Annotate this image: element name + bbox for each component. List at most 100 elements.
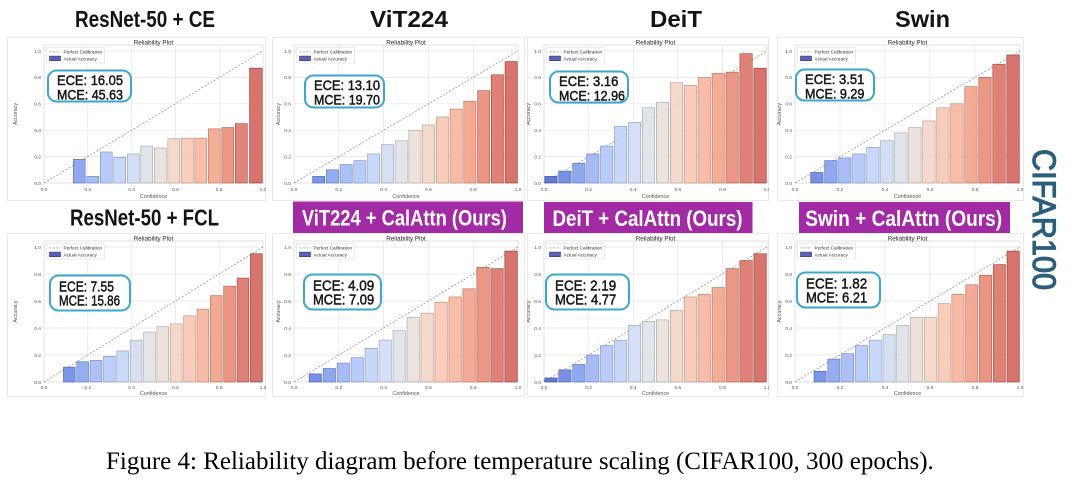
svg-text:Confidence: Confidence [392,194,419,200]
svg-text:Reliability Plot: Reliability Plot [888,235,928,242]
svg-text:0.4: 0.4 [534,325,541,331]
svg-text:0.6: 0.6 [425,187,432,193]
svg-text:0.6: 0.6 [172,187,179,193]
svg-text:0.4: 0.4 [34,325,41,331]
svg-text:0.0: 0.0 [41,385,48,391]
svg-text:0.4: 0.4 [128,187,135,193]
svg-text:MCE: 15.86: MCE: 15.86 [59,293,120,309]
svg-text:0.4: 0.4 [630,385,637,391]
svg-text:1.0: 1.0 [284,48,291,54]
svg-text:0.2: 0.2 [284,154,291,160]
svg-text:0.8: 0.8 [972,385,979,391]
svg-text:0.8: 0.8 [719,385,726,391]
svg-text:1.0: 1.0 [260,385,266,391]
svg-text:1.0: 1.0 [764,187,769,193]
svg-text:Perfect Calibration: Perfect Calibration [64,245,103,250]
svg-text:1.0: 1.0 [515,187,522,193]
svg-text:0.6: 0.6 [674,187,681,193]
svg-text:Perfect Calibration: Perfect Calibration [815,245,854,250]
svg-text:1.0: 1.0 [534,48,541,54]
svg-text:Confidence: Confidence [140,194,167,200]
svg-text:0.8: 0.8 [470,187,477,193]
svg-text:Accuracy: Accuracy [527,300,532,322]
svg-text:ECE: 16.05: ECE: 16.05 [57,72,123,88]
svg-text:0.6: 0.6 [425,385,432,391]
svg-text:Accuracy: Accuracy [13,300,19,322]
svg-text:0.8: 0.8 [470,385,477,391]
svg-text:0.0: 0.0 [785,379,792,385]
svg-text:0.2: 0.2 [84,187,91,193]
svg-text:Actual Accuracy: Actual Accuracy [64,56,98,61]
svg-text:1.0: 1.0 [284,244,291,250]
svg-text:Perfect Calibration: Perfect Calibration [564,49,603,54]
svg-text:0.6: 0.6 [284,298,291,304]
svg-text:0.4: 0.4 [785,128,792,134]
svg-text:0.8: 0.8 [534,75,541,81]
svg-text:Accuracy: Accuracy [276,300,282,322]
svg-text:1.0: 1.0 [764,385,769,391]
svg-text:ResNet-50 + CE: ResNet-50 + CE [75,6,215,32]
svg-text:Actual Accuracy: Actual Accuracy [564,252,598,257]
svg-text:0.2: 0.2 [585,385,592,391]
svg-text:0.4: 0.4 [128,385,135,391]
svg-text:0.0: 0.0 [534,180,541,186]
svg-text:Reliability Plot: Reliability Plot [636,235,676,242]
svg-text:0.6: 0.6 [785,298,792,304]
svg-text:0.6: 0.6 [927,187,934,193]
svg-text:0.8: 0.8 [284,75,291,81]
svg-text:0.8: 0.8 [34,75,41,81]
svg-text:0.2: 0.2 [534,154,541,160]
svg-text:1.0: 1.0 [1017,187,1024,193]
svg-text:0.8: 0.8 [34,271,41,277]
svg-text:Actual Accuracy: Actual Accuracy [564,56,598,61]
svg-text:Confidence: Confidence [642,391,669,397]
svg-text:0.0: 0.0 [541,385,548,391]
svg-text:Perfect Calibration: Perfect Calibration [314,245,353,250]
svg-text:0.4: 0.4 [380,385,387,391]
svg-text:Confidence: Confidence [140,391,167,397]
svg-text:0.0: 0.0 [291,187,298,193]
svg-text:0.2: 0.2 [837,385,844,391]
svg-text:0.2: 0.2 [335,385,342,391]
svg-text:0.4: 0.4 [534,128,541,134]
svg-text:ECE: 4.09: ECE: 4.09 [313,278,374,294]
svg-text:0.6: 0.6 [674,385,681,391]
svg-text:0.6: 0.6 [284,101,291,107]
svg-text:0.0: 0.0 [41,187,48,193]
svg-text:0.8: 0.8 [216,385,223,391]
svg-text:0.2: 0.2 [335,187,342,193]
svg-text:ECE: 2.19: ECE: 2.19 [555,278,616,294]
svg-text:MCE: 4.77: MCE: 4.77 [555,292,616,308]
svg-text:MCE: 19.70: MCE: 19.70 [314,91,380,107]
svg-text:ECE: 1.82: ECE: 1.82 [806,276,867,292]
svg-text:Actual Accuracy: Actual Accuracy [815,56,849,61]
svg-text:1.0: 1.0 [1017,385,1024,391]
svg-text:1.0: 1.0 [785,244,792,250]
svg-text:Reliability Plot: Reliability Plot [386,39,426,46]
svg-text:0.0: 0.0 [785,180,792,186]
svg-text:Perfect Calibration: Perfect Calibration [815,49,854,54]
svg-text:0.6: 0.6 [34,298,41,304]
svg-text:Reliability Plot: Reliability Plot [134,39,174,46]
svg-text:0.8: 0.8 [284,271,291,277]
svg-text:1.0: 1.0 [260,187,266,193]
svg-text:0.6: 0.6 [534,298,541,304]
svg-text:ViT224 + CalAttn (Ours): ViT224 + CalAttn (Ours) [302,206,507,231]
svg-text:0.4: 0.4 [380,187,387,193]
svg-text:Perfect Calibration: Perfect Calibration [64,49,103,54]
svg-text:0.4: 0.4 [882,385,889,391]
svg-text:Confidence: Confidence [894,194,921,200]
svg-text:MCE: 45.63: MCE: 45.63 [57,86,123,102]
svg-text:Swin + CalAttn (Ours): Swin + CalAttn (Ours) [805,206,1002,231]
svg-text:0.2: 0.2 [34,352,41,358]
svg-text:0.0: 0.0 [34,379,41,385]
svg-text:Reliability Plot: Reliability Plot [386,235,426,242]
svg-text:Reliability Plot: Reliability Plot [888,39,928,46]
svg-text:CIFAR100: CIFAR100 [1026,149,1062,290]
svg-text:Accuracy: Accuracy [777,300,783,322]
svg-text:ECE: 13.10: ECE: 13.10 [314,77,380,93]
svg-text:0.2: 0.2 [534,352,541,358]
svg-text:0.2: 0.2 [284,352,291,358]
svg-text:ECE: 3.16: ECE: 3.16 [559,73,619,89]
svg-text:0.0: 0.0 [534,379,541,385]
